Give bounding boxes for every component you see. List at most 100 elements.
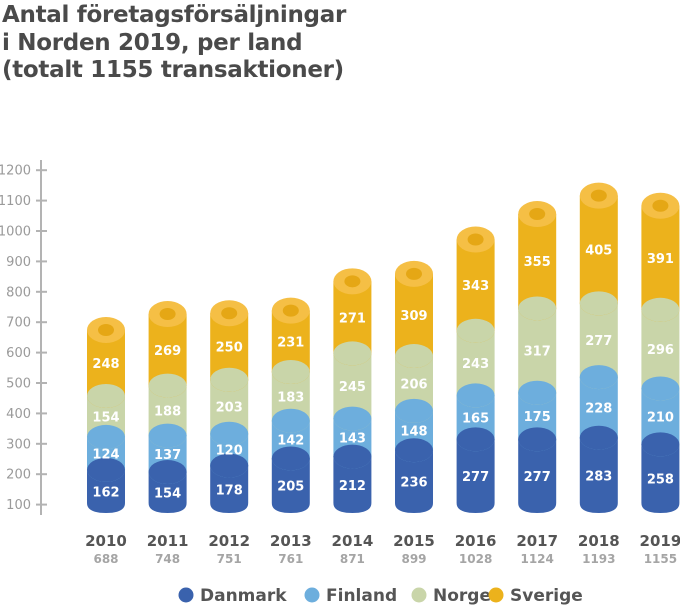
title-line-1: Antal företagsförsäljningar (2, 2, 346, 28)
data-label: 277 (462, 470, 489, 485)
bar-segment-bottom-curve (456, 383, 495, 408)
bar-segment-bottom-curve (456, 318, 495, 343)
bar-segment-danmark (333, 456, 372, 513)
total-label: 1155 (644, 552, 677, 566)
cylinder-hole (344, 275, 361, 288)
bar-segment-bottom-curve (87, 383, 125, 408)
cylinder-hole (221, 307, 238, 320)
bar-segment-bottom-curve (641, 376, 680, 401)
legend-label: Sverige (510, 586, 583, 606)
data-label: 120 (216, 444, 243, 459)
cylinder-hole (98, 323, 114, 336)
legend-label: Finland (326, 586, 397, 606)
bar-segment-bottom-curve (518, 427, 557, 452)
bar-segment-sverige (579, 195, 618, 304)
year-label: 2015 (393, 532, 435, 550)
year-label: 2014 (332, 532, 374, 550)
data-label: 154 (92, 410, 119, 425)
bar-segment-bottom-curve (87, 424, 125, 449)
data-label: 248 (92, 357, 119, 372)
year-label: 2018 (578, 532, 620, 550)
y-tick-label: 1200 (0, 164, 31, 179)
data-label: 154 (154, 487, 181, 502)
data-label: 137 (154, 448, 181, 463)
bar-segment-bottom-curve (518, 380, 557, 405)
year-label: 2011 (147, 532, 189, 550)
year-label: 2012 (208, 532, 250, 550)
data-label: 178 (216, 483, 243, 498)
bar-segment-bottom-curve (148, 373, 187, 398)
bar-segment-norge (518, 308, 557, 393)
bar-segment-bottom-curve (87, 457, 125, 482)
data-label: 405 (585, 244, 612, 259)
bar-segment-bottom-curve (148, 460, 187, 485)
cylinder-hole (406, 267, 422, 280)
y-tick-label: 1100 (0, 194, 31, 209)
y-tick-label: 200 (6, 468, 31, 483)
total-label: 1124 (520, 552, 553, 566)
bar-segment-bottom-curve (395, 398, 433, 423)
total-label: 899 (401, 552, 426, 566)
bar-segment-bottom-curve (641, 432, 680, 457)
data-label: 205 (277, 480, 304, 495)
data-label: 343 (462, 279, 489, 294)
bar-segment-danmark (641, 444, 680, 513)
year-label: 2017 (516, 532, 558, 550)
cylinder-hole (282, 304, 299, 317)
year-label: 2016 (455, 532, 497, 550)
bar-segment-sverige (395, 273, 433, 357)
bar-segment-danmark (87, 469, 125, 513)
data-label: 203 (216, 401, 243, 416)
cylinder-hole (590, 189, 607, 202)
y-tick-label: 600 (6, 346, 31, 361)
data-label: 212 (339, 479, 366, 494)
data-label: 236 (400, 476, 427, 491)
chart-title: Antal företagsförsäljningar i Norden 201… (2, 2, 346, 85)
bar-segment-bottom-curve (148, 423, 187, 448)
year-label: 2019 (640, 532, 680, 550)
year-label: 2013 (270, 532, 312, 550)
data-label: 143 (339, 432, 366, 447)
bar-segment-bottom-curve (271, 446, 310, 471)
year-label: 2010 (85, 532, 127, 550)
y-tick-label: 500 (6, 377, 31, 392)
legend-dot-sverige (488, 587, 504, 603)
bar-segment-danmark (456, 439, 495, 513)
total-label: 688 (93, 552, 118, 566)
data-label: 231 (277, 335, 304, 350)
y-tick-label: 700 (6, 316, 31, 331)
bar-segment-danmark (518, 439, 557, 513)
bar-segment-danmark (210, 465, 249, 513)
bar-segment-bottom-curve (641, 297, 680, 322)
bar-segment-bottom-curve (579, 425, 618, 450)
bar-segment-danmark (579, 437, 618, 513)
y-tick-label: 100 (6, 498, 31, 513)
bar-segment-danmark (395, 450, 433, 513)
data-label: 269 (154, 344, 181, 359)
bar-segment-bottom-curve (579, 365, 618, 390)
bar-segment-norge (641, 309, 680, 389)
bar-segment-bottom-curve (271, 360, 310, 385)
bar-segment-bottom-curve (271, 408, 310, 433)
bar-segment-bottom-curve (579, 291, 618, 316)
data-label: 188 (154, 405, 181, 420)
bar-segment-bottom-curve (210, 367, 249, 392)
y-tick-label: 900 (6, 255, 31, 270)
cylinder-hole (529, 208, 546, 221)
legend-dot-danmark (178, 587, 194, 603)
data-label: 210 (647, 410, 674, 425)
data-label: 165 (462, 411, 489, 426)
data-label: 277 (524, 470, 551, 485)
legend-dot-finland (304, 587, 320, 603)
data-label: 228 (585, 401, 612, 416)
data-label: 309 (400, 309, 427, 324)
data-label: 124 (92, 447, 119, 462)
total-label: 1028 (459, 552, 492, 566)
bar-segment-norge (579, 303, 618, 378)
cylinder-hole (467, 233, 484, 246)
legend-label: Danmark (200, 586, 287, 606)
cylinder-hole (159, 308, 176, 321)
data-label: 175 (524, 410, 551, 425)
bar-segment-danmark (271, 458, 310, 513)
y-tick-label: 300 (6, 437, 31, 452)
